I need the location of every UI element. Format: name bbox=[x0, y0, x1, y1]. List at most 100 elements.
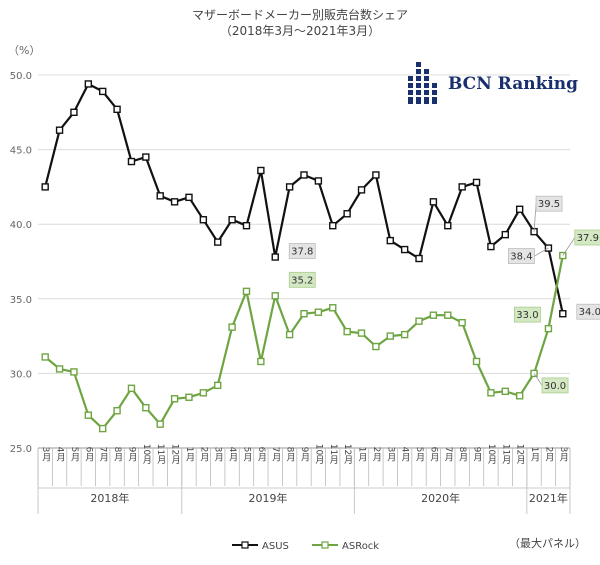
x-tick-label: 6月 bbox=[428, 447, 439, 463]
x-tick-label: 3月 bbox=[40, 447, 51, 463]
data-point-asrock bbox=[386, 332, 394, 340]
x-tick-label: 4月 bbox=[227, 447, 238, 463]
x-tick-label: 7月 bbox=[443, 447, 454, 463]
data-point-asus bbox=[314, 177, 323, 185]
year-label: 2020年 bbox=[421, 491, 460, 505]
x-tick-label: 1月 bbox=[357, 447, 368, 463]
data-point-asrock bbox=[113, 407, 121, 415]
chart-title: マザーボードメーカー別販売台数シェア bbox=[191, 8, 408, 22]
y-tick-label: 45.0 bbox=[10, 146, 32, 157]
x-tick-label: 6月 bbox=[83, 447, 94, 463]
data-point-asus bbox=[386, 236, 394, 245]
x-tick-label: 11月 bbox=[155, 444, 166, 465]
panel-note: （最大パネル） bbox=[509, 537, 586, 550]
data-point-asus bbox=[142, 153, 150, 161]
legend-marker bbox=[321, 541, 329, 549]
legend-marker bbox=[241, 541, 249, 549]
data-label: 35.2 bbox=[291, 275, 313, 286]
y-axis-unit: （%） bbox=[8, 44, 41, 57]
data-point-asus bbox=[170, 198, 179, 206]
data-point-asus bbox=[415, 254, 423, 263]
data-point-asrock bbox=[185, 393, 193, 401]
x-tick-label: 2月 bbox=[371, 447, 382, 463]
data-point-asrock bbox=[285, 330, 294, 339]
x-tick-label: 9月 bbox=[126, 447, 137, 463]
x-tick-label: 5月 bbox=[69, 447, 80, 463]
data-point-asus bbox=[228, 216, 236, 224]
x-tick-label: 8月 bbox=[112, 447, 123, 463]
data-label-box bbox=[288, 271, 316, 288]
data-point-asrock bbox=[271, 292, 279, 300]
data-point-asus bbox=[185, 193, 193, 202]
data-point-asus bbox=[84, 80, 93, 88]
data-label-box bbox=[508, 248, 535, 264]
data-point-asus bbox=[343, 210, 351, 218]
x-tick-label: 11月 bbox=[500, 444, 511, 465]
data-point-asrock bbox=[544, 324, 553, 333]
data-point-asrock bbox=[458, 318, 466, 327]
x-tick-label: 7月 bbox=[98, 447, 109, 463]
data-point-asrock bbox=[156, 420, 164, 428]
data-point-asrock bbox=[357, 329, 366, 337]
x-tick-label: 11月 bbox=[328, 444, 339, 465]
x-tick-label: 8月 bbox=[457, 447, 468, 463]
data-point-asus bbox=[242, 221, 251, 230]
legend-label: ASUS bbox=[262, 541, 289, 552]
y-tick-label: 30.0 bbox=[10, 369, 32, 380]
x-tick-label: 2月 bbox=[198, 447, 209, 463]
chart-subtitle: （2018年3月〜2021年3月） bbox=[219, 24, 381, 38]
data-point-asus bbox=[458, 183, 466, 191]
data-point-asus bbox=[429, 198, 438, 206]
data-point-asrock bbox=[84, 411, 93, 419]
data-point-asrock bbox=[99, 424, 107, 433]
data-point-asus bbox=[329, 221, 337, 230]
data-point-asus bbox=[501, 230, 509, 239]
year-label: 2018年 bbox=[90, 491, 129, 505]
data-point-asus bbox=[357, 186, 366, 194]
data-point-asus bbox=[300, 171, 308, 179]
data-point-asus bbox=[199, 216, 208, 224]
callout-leader bbox=[533, 373, 543, 386]
data-label: 37.8 bbox=[291, 247, 313, 258]
x-tick-label: 2月 bbox=[543, 447, 554, 463]
x-tick-label: 12月 bbox=[170, 444, 181, 465]
data-point-asrock bbox=[228, 323, 236, 331]
bcn-logo-icon bbox=[408, 62, 437, 104]
data-point-asus bbox=[285, 183, 294, 191]
year-label: 2019年 bbox=[249, 491, 288, 505]
x-tick-label: 9月 bbox=[299, 447, 310, 463]
data-point-asrock bbox=[444, 311, 452, 319]
data-point-asrock bbox=[257, 357, 265, 366]
data-point-asus bbox=[214, 238, 222, 246]
x-tick-label: 4月 bbox=[400, 447, 411, 463]
data-label-box bbox=[541, 377, 569, 394]
x-tick-label: 3月 bbox=[213, 447, 224, 463]
data-point-asus bbox=[55, 126, 64, 134]
data-point-asrock bbox=[127, 384, 136, 393]
y-tick-label: 40.0 bbox=[10, 220, 32, 231]
data-point-asrock bbox=[329, 304, 337, 312]
data-point-asus bbox=[271, 253, 279, 261]
callout-leader bbox=[562, 237, 576, 256]
x-tick-label: 6月 bbox=[256, 447, 267, 463]
x-tick-label: 10月 bbox=[486, 444, 497, 465]
data-point-asrock bbox=[472, 357, 481, 366]
x-tick-label: 1月 bbox=[184, 447, 195, 463]
x-tick-label: 4月 bbox=[55, 447, 66, 463]
y-tick-label: 25.0 bbox=[10, 444, 32, 455]
y-tick-label: 35.0 bbox=[10, 295, 32, 306]
data-point-asus bbox=[515, 205, 524, 213]
data-label-box bbox=[514, 306, 541, 323]
data-point-asrock bbox=[515, 392, 524, 400]
data-point-asrock bbox=[214, 381, 222, 390]
data-point-asrock bbox=[41, 353, 49, 361]
data-label: 33.0 bbox=[516, 310, 538, 321]
x-tick-label: 9月 bbox=[472, 447, 483, 463]
data-point-asrock bbox=[400, 330, 409, 339]
x-tick-label: 5月 bbox=[241, 447, 252, 463]
data-point-asus bbox=[487, 242, 495, 251]
data-point-asrock bbox=[487, 389, 495, 397]
data-label: 39.5 bbox=[538, 199, 560, 210]
data-label-box bbox=[576, 303, 600, 320]
